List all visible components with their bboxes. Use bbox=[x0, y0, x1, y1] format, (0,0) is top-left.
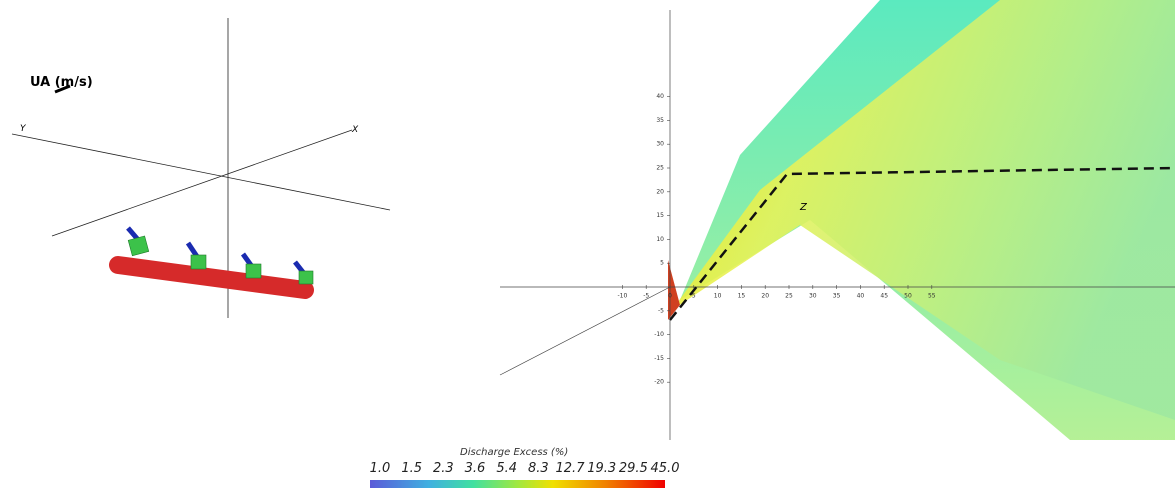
velocity-arrow bbox=[54, 84, 71, 94]
x-tick-label: 15 bbox=[738, 293, 746, 300]
x-tick-label: 25 bbox=[785, 293, 793, 300]
plume bbox=[668, 0, 1175, 440]
x-tick-label: 35 bbox=[833, 293, 841, 300]
axis-label: Y bbox=[20, 124, 27, 134]
x-tick-label: 20 bbox=[761, 293, 769, 300]
x-tick-label: 10 bbox=[714, 293, 722, 300]
left-panel bbox=[11, 18, 391, 318]
colorbar-tick-label: 12.7 bbox=[556, 461, 586, 476]
x-tick-label: 5 bbox=[692, 293, 696, 300]
diffuser bbox=[109, 226, 314, 299]
y-tick-label: 30 bbox=[656, 141, 664, 148]
y-tick-label: 15 bbox=[656, 212, 664, 219]
colorbar-tick-label: 1.0 bbox=[370, 461, 391, 476]
x-tick-label: 0 bbox=[668, 293, 672, 300]
colorbar-tick-label: 45.0 bbox=[651, 461, 680, 476]
y-tick-label: 5 bbox=[660, 260, 664, 267]
x-tick-label: 50 bbox=[904, 293, 912, 300]
y-tick-label: 35 bbox=[656, 117, 664, 124]
right-axes bbox=[499, 10, 1175, 440]
colorbar-tick-label: 8.3 bbox=[528, 461, 549, 476]
colorbar-tick-label: 3.6 bbox=[465, 461, 486, 476]
x-tick-label: 30 bbox=[809, 293, 817, 300]
y-tick-label: -20 bbox=[654, 379, 664, 386]
colorbar-tick-label: 19.3 bbox=[587, 461, 616, 476]
y-tick-label: 10 bbox=[656, 236, 664, 243]
x-tick-label: 55 bbox=[928, 293, 936, 300]
colorbar-tick-label: 29.5 bbox=[619, 461, 648, 476]
y-tick-label: 25 bbox=[656, 165, 664, 172]
colorbar bbox=[370, 480, 665, 488]
y-tick-label: -15 bbox=[654, 355, 664, 362]
x-tick-label: -10 bbox=[617, 293, 627, 300]
colorbar-title: Discharge Excess (%) bbox=[460, 447, 568, 458]
colorbar-tick-label: 2.3 bbox=[433, 461, 454, 476]
colorbar-tick-label: 5.4 bbox=[496, 461, 517, 476]
x-tick-label: -5 bbox=[643, 293, 649, 300]
y-tick-label: 40 bbox=[656, 93, 664, 100]
plume-label: Z bbox=[799, 202, 808, 213]
axis-label: X bbox=[351, 125, 359, 135]
y-tick-label: 20 bbox=[656, 188, 664, 195]
x-tick-label: 40 bbox=[857, 293, 865, 300]
velocity-label: UA (m/s) bbox=[30, 75, 93, 90]
y-tick-label: -10 bbox=[654, 331, 664, 338]
x-tick-label: 45 bbox=[880, 293, 888, 300]
y-tick-label: -5 bbox=[658, 307, 664, 314]
colorbar-tick-label: 1.5 bbox=[401, 461, 422, 476]
